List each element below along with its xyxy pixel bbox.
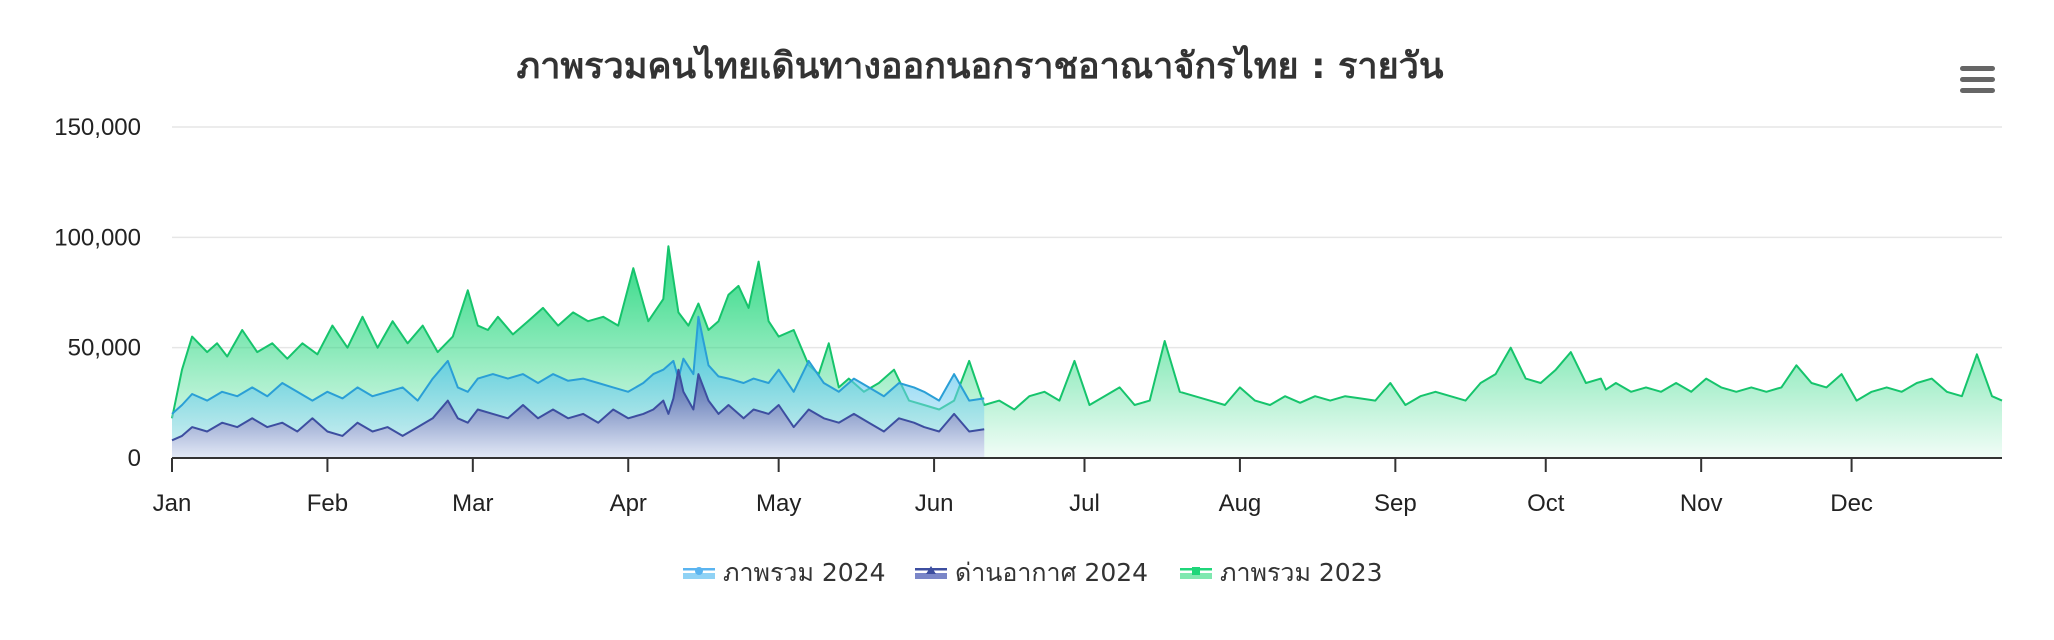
x-tick-label: Aug (1219, 490, 1262, 517)
x-tick-label: May (756, 490, 801, 517)
x-tick-label: Nov (1680, 490, 1723, 517)
hamburger-menu-icon (1960, 66, 1995, 93)
series-area (171, 245, 2003, 458)
series-line (171, 315, 985, 415)
legend-label: ภาพรวม 2024 (723, 558, 886, 587)
x-tick-label: Oct (1527, 490, 1565, 517)
series-3 (171, 368, 985, 458)
x-tick-label: Sep (1374, 490, 1417, 517)
y-axis: 0 50,000 100,000 150,000 (54, 114, 141, 472)
y-gridlines (172, 126, 2002, 349)
x-tick-label: Jun (915, 490, 954, 517)
y-tick-label: 100,000 (54, 224, 141, 251)
legend-item-2[interactable]: ด่านอากาศ 2024 (915, 558, 1148, 587)
x-tick-label: Apr (610, 490, 647, 517)
series-line (171, 368, 985, 442)
legend-label: ด่านอากาศ 2024 (955, 558, 1148, 587)
x-tick-label: Jul (1069, 490, 1100, 517)
area-series-marker-icon (1180, 567, 1212, 579)
y-tick-label: 50,000 (68, 335, 141, 362)
legend-item-1[interactable]: ภาพรวม 2024 (683, 558, 886, 587)
chart-title: ภาพรวมคนไทยเดินทางออกนอกราชอาณาจักรไทย :… (517, 44, 1444, 87)
x-tick-label: Feb (307, 490, 348, 517)
y-tick-label: 0 (128, 445, 141, 472)
x-axis: Jan Feb Mar Apr May Jun Jul Aug Sep Oct Nov Dec (153, 457, 2002, 517)
x-tick-label: Mar (452, 490, 493, 517)
legend-item-3[interactable]: ภาพรวม 2023 (1180, 558, 1383, 587)
x-tick-label: Dec (1830, 490, 1873, 517)
x-tick-label: Jan (153, 490, 192, 517)
chart-menu-button[interactable] (1952, 56, 2002, 102)
series-line (171, 245, 2003, 419)
legend-label: ภาพรวม 2023 (1220, 558, 1383, 587)
series-area-fill (172, 369, 985, 458)
area-series-marker-icon (683, 567, 715, 579)
legend: ภาพรวม 2024 ด่านอากาศ 2024 ภาพรวม 2023 (683, 558, 1383, 587)
y-tick-label: 150,000 (54, 114, 141, 141)
area-series-marker-icon (915, 566, 947, 579)
